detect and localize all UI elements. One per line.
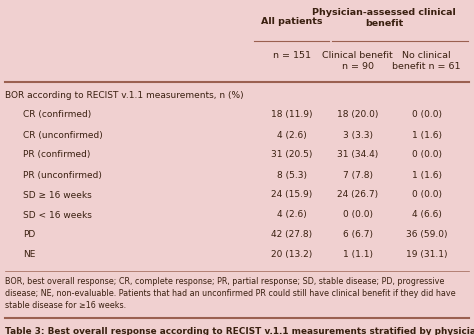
Text: stable disease for ≥16 weeks.: stable disease for ≥16 weeks.: [5, 302, 126, 311]
Text: 0 (0.0): 0 (0.0): [411, 111, 442, 120]
Text: 24 (15.9): 24 (15.9): [271, 191, 312, 200]
Text: NE: NE: [23, 251, 35, 260]
Text: n = 151: n = 151: [273, 52, 310, 61]
Text: 1 (1.6): 1 (1.6): [411, 171, 442, 180]
Text: 18 (11.9): 18 (11.9): [271, 111, 312, 120]
Text: No clinical
benefit n = 61: No clinical benefit n = 61: [392, 51, 461, 71]
Text: 0 (0.0): 0 (0.0): [411, 191, 442, 200]
Text: 6 (6.7): 6 (6.7): [343, 230, 373, 240]
Text: PR (confirmed): PR (confirmed): [23, 150, 90, 159]
Text: 0 (0.0): 0 (0.0): [343, 210, 373, 219]
Text: Physician-assessed clinical
benefit: Physician-assessed clinical benefit: [312, 8, 456, 28]
Text: All patients: All patients: [261, 17, 322, 26]
Text: CR (unconfirmed): CR (unconfirmed): [23, 131, 102, 139]
Text: 1 (1.1): 1 (1.1): [343, 251, 373, 260]
Text: 1 (1.6): 1 (1.6): [411, 131, 442, 139]
Text: 19 (31.1): 19 (31.1): [406, 251, 447, 260]
Text: 4 (2.6): 4 (2.6): [277, 131, 306, 139]
Text: 3 (3.3): 3 (3.3): [343, 131, 373, 139]
Text: CR (confirmed): CR (confirmed): [23, 111, 91, 120]
Text: PD: PD: [23, 230, 35, 240]
Text: 18 (20.0): 18 (20.0): [337, 111, 379, 120]
Text: SD ≥ 16 weeks: SD ≥ 16 weeks: [23, 191, 91, 200]
Text: 36 (59.0): 36 (59.0): [406, 230, 447, 240]
Text: 42 (27.8): 42 (27.8): [271, 230, 312, 240]
Text: 31 (34.4): 31 (34.4): [337, 150, 379, 159]
Text: BOR according to RECIST v.1.1 measurements, n (%): BOR according to RECIST v.1.1 measuremen…: [5, 90, 243, 99]
Text: 31 (20.5): 31 (20.5): [271, 150, 312, 159]
Text: 8 (5.3): 8 (5.3): [276, 171, 307, 180]
Text: 20 (13.2): 20 (13.2): [271, 251, 312, 260]
Text: 24 (26.7): 24 (26.7): [337, 191, 378, 200]
Text: 4 (2.6): 4 (2.6): [277, 210, 306, 219]
Text: 7 (7.8): 7 (7.8): [343, 171, 373, 180]
Text: disease; NE, non-evaluable. Patients that had an unconfirmed PR could still have: disease; NE, non-evaluable. Patients tha…: [5, 289, 456, 298]
Text: Table 3: Best overall response according to RECIST v.1.1 measurements stratified: Table 3: Best overall response according…: [5, 328, 474, 335]
Text: Clinical benefit
n = 90: Clinical benefit n = 90: [322, 51, 393, 71]
Text: BOR, best overall response; CR, complete response; PR, partial response; SD, sta: BOR, best overall response; CR, complete…: [5, 277, 444, 286]
Text: 0 (0.0): 0 (0.0): [411, 150, 442, 159]
Text: PR (unconfirmed): PR (unconfirmed): [23, 171, 101, 180]
Text: 4 (6.6): 4 (6.6): [411, 210, 442, 219]
Text: SD < 16 weeks: SD < 16 weeks: [23, 210, 91, 219]
